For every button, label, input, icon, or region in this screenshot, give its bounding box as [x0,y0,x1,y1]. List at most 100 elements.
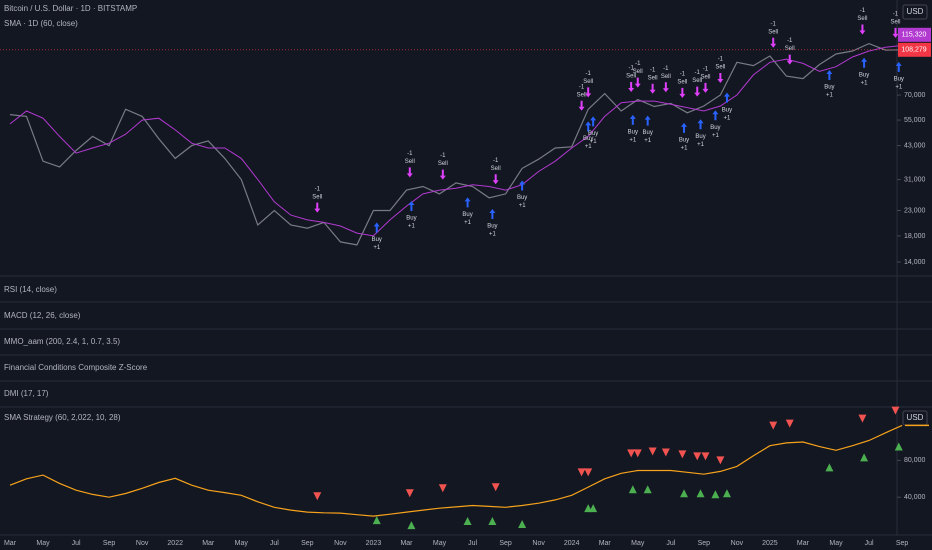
x-tick-label: Nov [532,540,545,547]
buy-qty: +1 [712,133,720,139]
buy-label: Buy [487,224,497,230]
sell-qty: -1 [771,21,777,27]
sell-triangle [584,468,593,477]
buy-label: Buy [894,76,904,82]
sell-label: Sell [626,74,636,80]
sell-triangle [633,449,642,458]
sell-arrow [679,87,686,98]
pane-label[interactable]: MMO_aam (200, 2.4, 1, 0.7, 3.5) [4,337,120,346]
sell-arrow [717,73,724,84]
buy-triangle [628,485,637,494]
y-tick-label: 55,000 [904,117,926,124]
x-tick-label: Jul [72,540,81,547]
sell-label: Sell [438,161,448,167]
buy-arrow [826,70,833,81]
x-tick-label: Sep [896,540,909,547]
sell-label: Sell [677,79,687,85]
buy-qty: +1 [373,245,381,251]
sell-qty: -1 [579,84,585,90]
buy-label: Buy [643,130,653,136]
currency-button[interactable] [902,4,928,20]
buy-qty: +1 [590,139,598,145]
pane-label[interactable]: RSI (14, close) [4,285,57,294]
y-tick-label: 23,000 [904,207,926,214]
sell-label: Sell [715,65,725,71]
x-tick-label: May [829,540,843,547]
x-tick-label: Mar [202,540,215,547]
y-tick-label: 70,000 [904,92,926,99]
x-tick-label: Mar [400,540,413,547]
sell-label: Sell [405,159,415,165]
sell-qty: -1 [663,66,669,72]
buy-qty: +1 [629,137,637,143]
sell-label: Sell [583,79,593,85]
sell-triangle [648,447,657,456]
sell-qty: -1 [635,61,641,67]
buy-arrow [489,208,496,219]
sell-triangle [661,448,670,457]
x-tick-label: Sep [698,540,711,547]
buy-qty: +1 [408,224,416,230]
buy-qty: +1 [895,84,903,90]
sell-triangle [627,449,636,458]
x-tick-label: Nov [136,540,149,547]
sell-label: Sell [491,166,501,172]
x-tick-label: 2022 [167,540,183,547]
buy-arrow [895,61,902,72]
sell-qty: -1 [680,71,686,77]
buy-triangle [894,442,903,451]
sell-arrow [439,169,446,180]
buy-triangle [825,463,834,472]
buy-qty: +1 [826,93,834,99]
x-tick-label: Nov [334,540,347,547]
buy-triangle [372,516,381,525]
sell-arrow [578,100,585,111]
x-tick-label: Jul [865,540,874,547]
sell-arrow [585,87,592,98]
sell-triangle [701,452,710,461]
buy-arrow [519,180,526,191]
buy-triangle [696,489,705,498]
buy-label: Buy [588,131,598,137]
sell-qty: -1 [703,66,709,72]
pane-label[interactable]: Financial Conditions Composite Z-Score [4,363,148,372]
currency[interactable]: USD [907,413,924,422]
pane-label[interactable]: SMA Strategy (60, 2,022, 10, 28) [4,413,121,422]
buy-label: Buy [372,237,382,243]
sell-qty: -1 [493,158,499,164]
sell-triangle [785,419,794,428]
buy-label: Buy [824,85,834,91]
pane-label[interactable]: DMI (17, 17) [4,389,49,398]
x-tick-label: Jul [666,540,675,547]
x-tick-label: Sep [301,540,314,547]
last-price: 108,279 [901,47,926,54]
sell-arrow [406,167,413,178]
buy-triangle [589,504,598,513]
buy-arrow [629,114,636,125]
buy-triangle [407,521,416,530]
sell-qty: -1 [860,8,866,14]
sell-label: Sell [661,74,671,80]
buy-label: Buy [628,129,638,135]
buy-arrow [712,110,719,121]
x-tick-label: May [631,540,645,547]
buy-arrow [861,57,868,68]
sell-label: Sell [633,69,643,75]
buy-label: Buy [722,107,732,113]
sell-arrow [859,24,866,35]
pane-label[interactable]: MACD (12, 26, close) [4,311,81,320]
x-tick-label: Jul [270,540,279,547]
sell-triangle [577,468,586,477]
sell-triangle [491,483,500,492]
buy-qty: +1 [585,144,593,150]
currency[interactable]: USD [907,7,924,16]
sell-arrow [694,86,701,97]
sell-arrow [649,83,656,94]
x-tick-label: Jul [468,540,477,547]
sell-arrow [770,37,777,48]
buy-arrow [681,122,688,133]
sell-qty: -1 [893,11,899,17]
sma-price-box [898,27,931,42]
